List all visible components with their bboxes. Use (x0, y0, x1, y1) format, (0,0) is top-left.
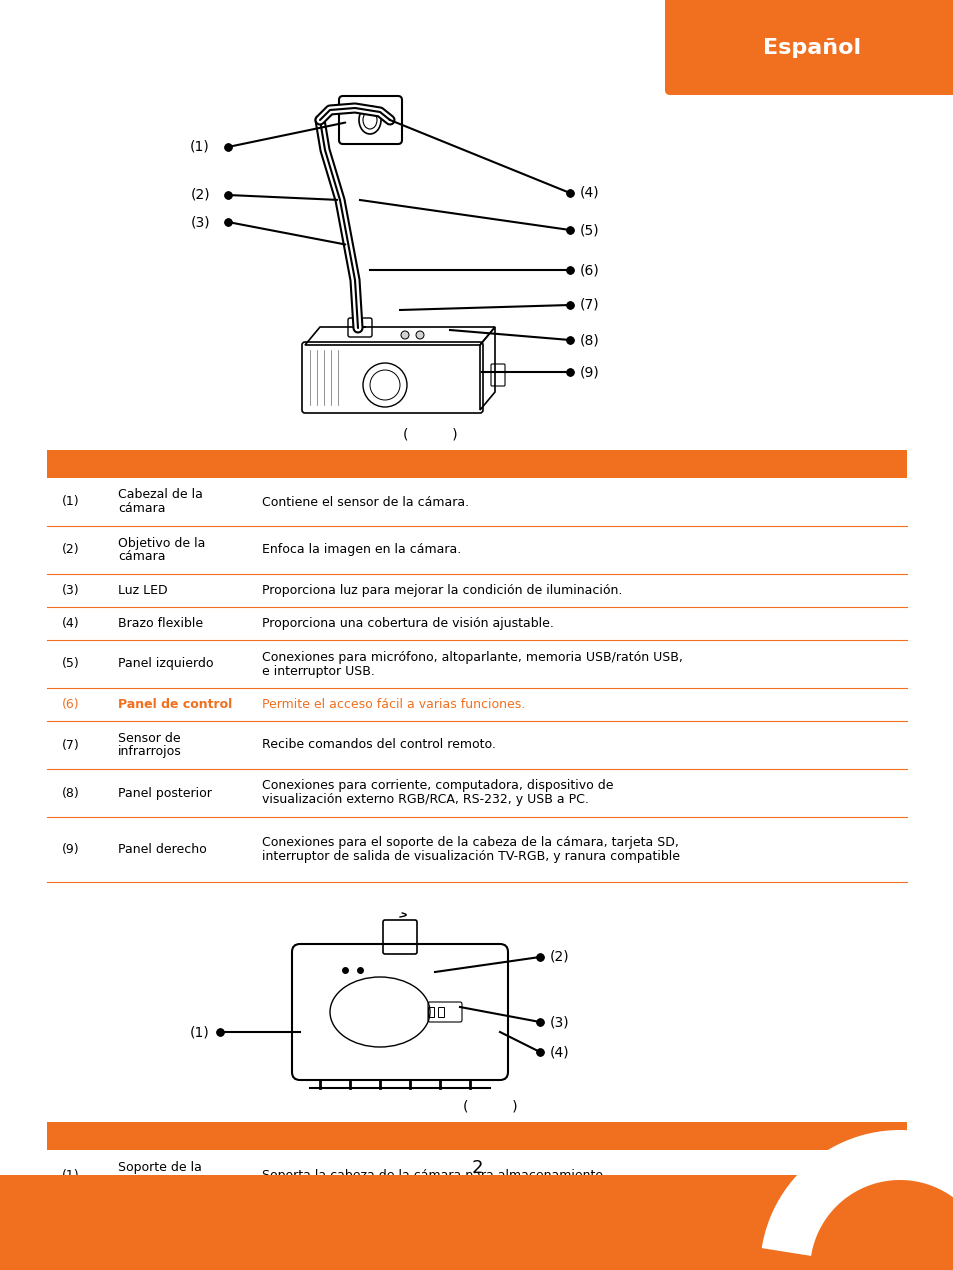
Text: (4): (4) (62, 617, 79, 630)
Text: (1): (1) (62, 1168, 79, 1181)
Text: Luz LED: Luz LED (118, 584, 168, 597)
Text: (2): (2) (191, 188, 210, 202)
Text: (3): (3) (62, 584, 79, 597)
Text: Español: Español (762, 38, 861, 58)
Text: Panel derecho: Panel derecho (118, 843, 207, 856)
Text: (6): (6) (579, 263, 599, 277)
Text: Recibe comandos del control remoto.: Recibe comandos del control remoto. (262, 738, 496, 752)
Text: Soporta la cabeza de la cámara para almacenamiento.: Soporta la cabeza de la cámara para alma… (262, 1168, 606, 1181)
Text: (7): (7) (579, 298, 599, 312)
Text: (7): (7) (62, 738, 80, 752)
Text: Panel de control: Panel de control (118, 698, 232, 711)
Text: (3): (3) (550, 1015, 569, 1029)
FancyBboxPatch shape (664, 0, 953, 95)
Text: Brazo flexible: Brazo flexible (118, 617, 203, 630)
Text: 2: 2 (471, 1160, 482, 1177)
Text: Panel posterior: Panel posterior (118, 786, 212, 800)
Text: (4): (4) (579, 185, 599, 199)
Text: (5): (5) (579, 224, 599, 237)
Text: (6): (6) (62, 698, 79, 711)
Text: (2): (2) (62, 1210, 79, 1223)
Text: (5): (5) (62, 658, 80, 671)
Polygon shape (835, 1201, 953, 1257)
Bar (47, 1121, 906, 1151)
Text: (4): (4) (550, 1045, 569, 1059)
Text: (8): (8) (579, 333, 599, 347)
Text: cámara: cámara (118, 1176, 165, 1189)
Text: (9): (9) (579, 364, 599, 378)
Text: cámara: cámara (118, 503, 165, 516)
Text: (9): (9) (62, 843, 79, 856)
Text: Proporciona luz para mejorar la condición de iluminación.: Proporciona luz para mejorar la condició… (262, 584, 621, 597)
Text: Soporte de la: Soporte de la (118, 1162, 202, 1175)
Text: (          ): ( ) (402, 428, 456, 442)
Text: (1): (1) (190, 140, 210, 154)
Circle shape (400, 331, 409, 339)
Text: (2): (2) (62, 544, 79, 556)
Text: Sensor de: Sensor de (118, 732, 180, 744)
Text: cámara: cámara (118, 550, 165, 564)
Circle shape (416, 331, 423, 339)
Bar (0, 1175, 953, 1270)
Text: (1): (1) (62, 495, 79, 508)
Text: visualización externo RGB/RCA, RS-232, y USB a PC.: visualización externo RGB/RCA, RS-232, y… (262, 794, 588, 806)
Text: interruptor de salida de visualización TV-RGB, y ranura compatible: interruptor de salida de visualización T… (262, 850, 679, 864)
Text: Conexiones para corriente, computadora, dispositivo de: Conexiones para corriente, computadora, … (262, 780, 613, 792)
Text: (1): (1) (190, 1025, 210, 1039)
Text: (3): (3) (191, 215, 210, 229)
Text: (2): (2) (550, 950, 569, 964)
Text: (          ): ( ) (462, 1100, 517, 1114)
Text: infrarrojos: infrarrojos (118, 745, 182, 758)
Text: Objetivo de la: Objetivo de la (118, 536, 205, 550)
Text: Panel izquierdo: Panel izquierdo (118, 658, 213, 671)
Text: Enfoca la imagen en la cámara.: Enfoca la imagen en la cámara. (262, 544, 460, 556)
Text: Conexiones para el soporte de la cabeza de la cámara, tarjeta SD,: Conexiones para el soporte de la cabeza … (262, 836, 679, 850)
Text: Permite insertar la tarjeta SD con la etiqueta orientada hacia arriba.: Permite insertar la tarjeta SD con la et… (262, 1210, 689, 1223)
Text: Ranura de tarjeta SD: Ranura de tarjeta SD (118, 1210, 250, 1223)
Text: Permite el acceso fácil a varias funciones.: Permite el acceso fácil a varias funcion… (262, 698, 525, 711)
Text: Contiene el sensor de la cámara.: Contiene el sensor de la cámara. (262, 495, 469, 508)
Text: (8): (8) (62, 786, 80, 800)
Text: Cabezal de la: Cabezal de la (118, 489, 203, 502)
Bar (437, 1007, 443, 1017)
Text: Conexiones para micrófono, altoparlante, memoria USB/ratón USB,: Conexiones para micrófono, altoparlante,… (262, 650, 682, 663)
Bar (428, 1007, 434, 1017)
Polygon shape (760, 1130, 953, 1256)
Bar (47, 450, 906, 478)
Text: e interruptor USB.: e interruptor USB. (262, 664, 375, 677)
Text: Proporciona una cobertura de visión ajustable.: Proporciona una cobertura de visión ajus… (262, 617, 554, 630)
